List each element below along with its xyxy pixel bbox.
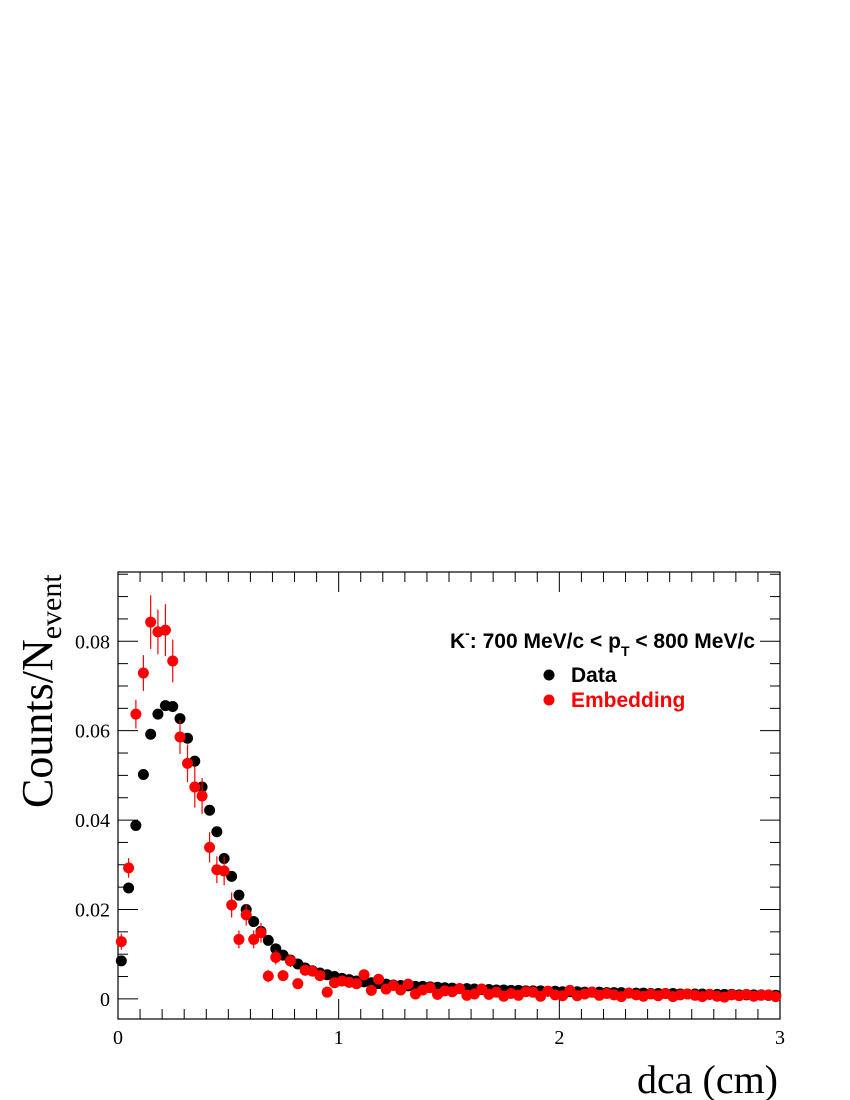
x-tick-label: 2 [554, 1027, 564, 1049]
data-point [248, 916, 260, 928]
data-point [167, 701, 179, 713]
y-tick-label: 0.04 [75, 810, 110, 832]
series-embedding [115, 595, 782, 1003]
legend-label-data: Data [571, 664, 617, 687]
annotation-text-before: : 700 MeV/c < p [470, 630, 621, 653]
data-point [262, 970, 274, 982]
data-point [123, 882, 135, 894]
data-point [123, 862, 135, 874]
data-point [270, 951, 282, 963]
data-point [770, 991, 782, 1003]
data-point [233, 933, 245, 945]
data-point [167, 655, 179, 667]
data-point [174, 713, 186, 725]
legend-marker-embedding [543, 694, 555, 706]
annotation-particle: K [450, 630, 465, 653]
data-point [454, 983, 466, 995]
axis-ticks [117, 572, 781, 1019]
data-point [182, 757, 194, 769]
y-tick-label: 0.08 [75, 631, 110, 653]
annotation-subscript: T [621, 643, 630, 659]
data-point [174, 731, 186, 743]
data-point [145, 616, 157, 628]
data-point [262, 934, 274, 946]
data-point [196, 790, 208, 802]
y-axis-title: Counts/Nevent [13, 574, 68, 808]
data-point [248, 933, 260, 945]
data-point [137, 667, 149, 679]
data-point [373, 973, 385, 985]
x-tick-labels: 0 1 2 3 [113, 1027, 785, 1049]
data-point [204, 841, 216, 853]
data-point [292, 978, 304, 990]
y-axis-title-subscript: event [35, 574, 68, 640]
data-point [402, 978, 414, 990]
data-point [284, 955, 296, 967]
legend-label-embedding: Embedding [571, 689, 685, 712]
data-point [365, 984, 377, 996]
data-point [115, 955, 127, 967]
data-point [145, 728, 157, 740]
data-point [226, 899, 238, 911]
data-point [137, 768, 149, 780]
x-axis-title: dca (cm) [637, 1057, 778, 1100]
x-tick-label: 1 [334, 1027, 344, 1049]
data-point [358, 969, 370, 981]
data-series [115, 595, 782, 1003]
data-point [351, 978, 363, 990]
data-point [270, 943, 282, 955]
data-point [314, 970, 326, 982]
data-point [218, 865, 230, 877]
data-point [115, 936, 127, 948]
data-point [130, 819, 142, 831]
data-point [159, 624, 171, 636]
x-tick-label: 0 [113, 1027, 123, 1049]
y-tick-label: 0.02 [75, 899, 110, 921]
x-tick-label: 3 [775, 1027, 785, 1049]
chart-annotation: K-: 700 MeV/c < pT < 800 MeV/c [450, 625, 755, 659]
data-point [130, 708, 142, 720]
data-point [233, 889, 245, 901]
data-point [395, 984, 407, 996]
annotation-charge: - [465, 625, 470, 641]
data-point [211, 826, 223, 838]
data-point [189, 781, 201, 793]
y-tick-label: 0.06 [75, 721, 110, 743]
annotation-text-after: < 800 MeV/c [630, 630, 756, 653]
y-tick-labels: 0 0.02 0.04 0.06 0.08 [75, 631, 110, 1011]
data-point [240, 909, 252, 921]
data-point [321, 986, 333, 998]
data-point [152, 708, 164, 720]
data-point [204, 804, 216, 816]
legend-marker-data [543, 669, 555, 681]
y-axis-title-main: Counts/N [13, 639, 62, 808]
data-point [277, 970, 289, 982]
data-point [255, 927, 267, 939]
y-tick-label: 0 [100, 989, 110, 1011]
legend: Data Embedding [543, 664, 685, 712]
data-point [424, 982, 436, 994]
